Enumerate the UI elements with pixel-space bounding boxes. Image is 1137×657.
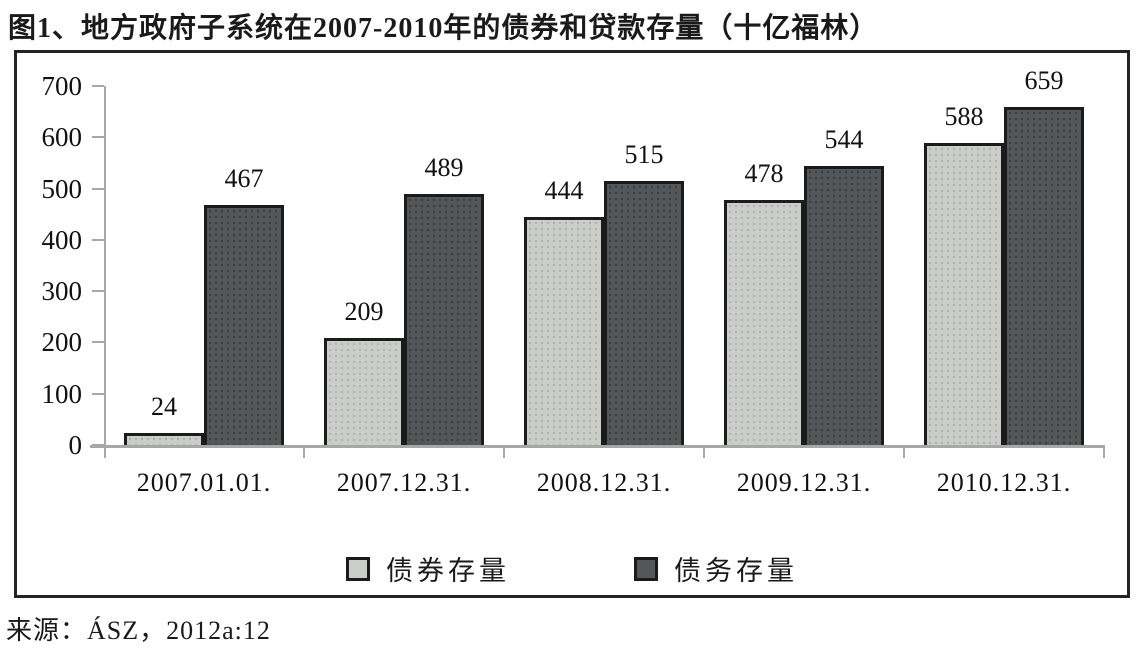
y-axis-tick xyxy=(92,85,104,87)
plot-area: 0 100 200 300 400 500 600 700 24 467 2007.01.01. 20… xyxy=(17,53,1127,595)
y-axis-tick-label: 500 xyxy=(41,173,83,204)
x-axis-category-label: 2009.12.31. xyxy=(736,468,872,497)
x-axis-tick xyxy=(703,445,705,458)
x-axis-line xyxy=(90,445,1104,448)
bar xyxy=(204,205,284,445)
bar xyxy=(124,433,204,445)
bar-value-label: 478 xyxy=(744,159,784,188)
y-axis-tick xyxy=(92,187,104,190)
y-axis-tick xyxy=(92,136,104,139)
y-axis-tick xyxy=(92,341,104,344)
y-axis-tick-label: 600 xyxy=(41,122,83,153)
bar-value-label: 588 xyxy=(944,102,984,131)
y-axis-tick-label: 0 xyxy=(68,430,83,460)
y-axis-tick-label: 300 xyxy=(41,276,83,307)
legend-swatch-bonds xyxy=(346,556,370,581)
x-axis-category-label: 2010.12.31. xyxy=(936,468,1072,497)
y-axis-tick-label: 700 xyxy=(41,71,83,101)
bar xyxy=(1004,107,1084,445)
bar xyxy=(324,338,404,445)
bar xyxy=(724,200,804,445)
bar xyxy=(524,217,604,445)
bar-value-label: 444 xyxy=(544,176,584,205)
x-axis-tick xyxy=(303,445,305,458)
legend-label-loans: 债务存量 xyxy=(674,556,798,586)
y-axis-tick-label: 400 xyxy=(41,224,83,255)
legend-entry-loans: 债务存量 xyxy=(634,549,798,588)
source-citation: 来源：ÁSZ，2012a:12 xyxy=(6,616,271,645)
y-axis-tick xyxy=(92,238,104,241)
bar xyxy=(604,181,684,445)
bar-value-label: 544 xyxy=(824,125,864,154)
bar-value-label: 209 xyxy=(344,297,384,326)
x-axis-category-label: 2007.12.31. xyxy=(336,468,472,497)
bar-value-label: 467 xyxy=(224,164,264,193)
y-axis-tick-label: 200 xyxy=(41,327,83,358)
bar xyxy=(924,143,1004,445)
bar-value-label: 659 xyxy=(1024,66,1064,95)
bar-value-label: 24 xyxy=(151,392,177,421)
y-axis-tick xyxy=(92,392,104,395)
chart-frame: 0 100 200 300 400 500 600 700 24 467 2007.01.01. 20… xyxy=(14,50,1130,598)
x-axis-category-label: 2008.12.31. xyxy=(536,468,672,497)
bar xyxy=(804,166,884,445)
x-axis-tick xyxy=(903,445,905,458)
bar xyxy=(404,194,484,445)
bar-value-label: 515 xyxy=(624,140,664,169)
bar-value-label: 489 xyxy=(424,153,464,182)
x-axis-category-label: 2007.01.01. xyxy=(136,468,272,497)
legend-label-bonds: 债券存量 xyxy=(386,556,510,586)
x-axis-tick xyxy=(1103,445,1105,458)
legend-entry-bonds: 债券存量 xyxy=(346,549,510,588)
y-axis-tick-label: 100 xyxy=(41,378,83,409)
y-axis-tick xyxy=(92,290,104,293)
y-axis-line xyxy=(104,86,106,458)
legend-swatch-loans xyxy=(634,556,658,581)
chart-legend: 债券存量 债务存量 xyxy=(17,549,1127,588)
page-title: 图1、地方政府子系统在2007-2010年的债券和贷款存量（十亿福林） xyxy=(8,13,879,44)
x-axis-tick xyxy=(503,445,505,458)
